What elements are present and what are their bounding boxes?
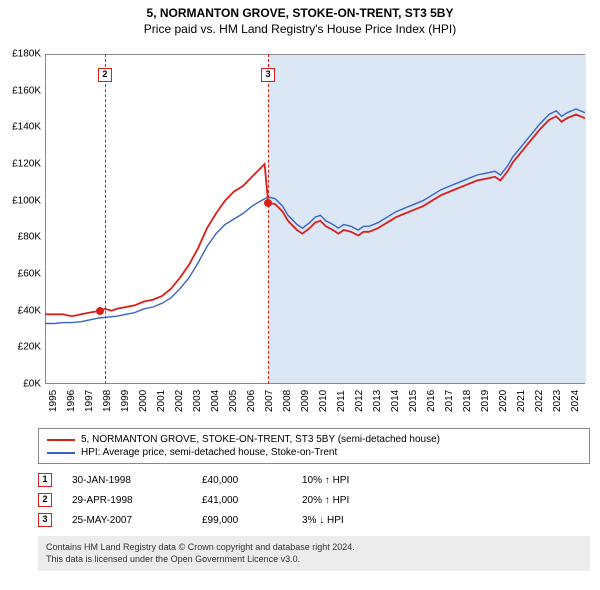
legend-label: HPI: Average price, semi-detached house,… [81, 447, 337, 458]
x-tick-label: 1995 [48, 390, 59, 412]
x-tick-label: 2009 [300, 390, 311, 412]
x-tick-label: 2008 [282, 390, 293, 412]
x-tick-label: 1996 [66, 390, 77, 412]
x-tick-label: 2016 [426, 390, 437, 412]
sale-row: 2 29-APR-1998 £41,000 20% ↑ HPI [38, 490, 590, 510]
y-tick-label: £180K [12, 49, 41, 60]
x-tick-label: 1997 [84, 390, 95, 412]
sale-vline [268, 54, 269, 384]
chart-container: £0K £20K £40K £60K £80K £100K £120K £140K £160K £… [5, 44, 595, 424]
chart-title-line2: Price paid vs. HM Land Registry's House … [0, 22, 600, 36]
y-tick-label: £140K [12, 122, 41, 133]
chart-title-line1: 5, NORMANTON GROVE, STOKE-ON-TRENT, ST3 … [0, 6, 600, 20]
legend: 5, NORMANTON GROVE, STOKE-ON-TRENT, ST3 … [38, 428, 590, 464]
y-tick-label: £80K [18, 232, 41, 243]
x-tick-label: 2006 [246, 390, 257, 412]
legend-swatch [47, 452, 75, 454]
sale-date: 25-MAY-2007 [72, 515, 182, 526]
x-tick-label: 1998 [102, 390, 113, 412]
x-tick-label: 2014 [390, 390, 401, 412]
sale-date: 30-JAN-1998 [72, 475, 182, 486]
x-tick-label: 2001 [156, 390, 167, 412]
x-tick-label: 2012 [354, 390, 365, 412]
legend-swatch [47, 439, 75, 441]
x-tick-label: 2013 [372, 390, 383, 412]
y-tick-label: £120K [12, 159, 41, 170]
sale-price: £40,000 [202, 475, 282, 486]
x-tick-label: 2024 [570, 390, 581, 412]
y-tick-label: £160K [12, 85, 41, 96]
x-tick-label: 2015 [408, 390, 419, 412]
x-tick-label: 2010 [318, 390, 329, 412]
chart-title-block: 5, NORMANTON GROVE, STOKE-ON-TRENT, ST3 … [0, 0, 600, 38]
x-tick-label: 2021 [516, 390, 527, 412]
y-tick-label: £60K [18, 269, 41, 280]
x-tick-label: 2000 [138, 390, 149, 412]
footer-line2: This data is licensed under the Open Gov… [46, 554, 582, 566]
sales-list: 1 30-JAN-1998 £40,000 10% ↑ HPI 2 29-APR-1998… [38, 470, 590, 530]
footer-attribution: Contains HM Land Registry data © Crown c… [38, 536, 590, 571]
sale-date: 29-APR-1998 [72, 495, 182, 506]
sale-marker-box: 3 [261, 68, 275, 82]
chart-svg [45, 54, 585, 384]
x-tick-label: 2023 [552, 390, 563, 412]
sale-price: £99,000 [202, 515, 282, 526]
footer-line1: Contains HM Land Registry data © Crown c… [46, 542, 582, 554]
sale-dot [264, 199, 272, 207]
series-hpi [45, 109, 585, 324]
x-tick-label: 2004 [210, 390, 221, 412]
sale-row-marker: 2 [38, 493, 52, 507]
sale-row: 1 30-JAN-1998 £40,000 10% ↑ HPI [38, 470, 590, 490]
sale-delta: 10% ↑ HPI [302, 475, 402, 486]
x-tick-label: 2011 [336, 390, 347, 412]
x-tick-label: 2020 [498, 390, 509, 412]
x-tick-label: 1999 [120, 390, 131, 412]
series-property [45, 164, 268, 316]
legend-row: 5, NORMANTON GROVE, STOKE-ON-TRENT, ST3 … [47, 433, 581, 446]
sale-marker-box: 2 [98, 68, 112, 82]
y-tick-label: £0K [23, 379, 41, 390]
sale-price: £41,000 [202, 495, 282, 506]
x-tick-label: 2017 [444, 390, 455, 412]
x-tick-label: 2007 [264, 390, 275, 412]
x-tick-label: 2002 [174, 390, 185, 412]
sale-row: 3 25-MAY-2007 £99,000 3% ↓ HPI [38, 510, 590, 530]
sale-row-marker: 3 [38, 513, 52, 527]
x-tick-label: 2005 [228, 390, 239, 412]
sale-vline [105, 54, 106, 384]
x-tick-label: 2003 [192, 390, 203, 412]
legend-label: 5, NORMANTON GROVE, STOKE-ON-TRENT, ST3 … [81, 434, 440, 445]
sale-delta: 20% ↑ HPI [302, 495, 402, 506]
legend-row: HPI: Average price, semi-detached house,… [47, 446, 581, 459]
x-tick-label: 2019 [480, 390, 491, 412]
y-tick-label: £40K [18, 305, 41, 316]
y-tick-label: £20K [18, 342, 41, 353]
x-tick-label: 2018 [462, 390, 473, 412]
y-tick-label: £100K [12, 195, 41, 206]
x-tick-label: 2022 [534, 390, 545, 412]
sale-row-marker: 1 [38, 473, 52, 487]
sale-delta: 3% ↓ HPI [302, 515, 402, 526]
